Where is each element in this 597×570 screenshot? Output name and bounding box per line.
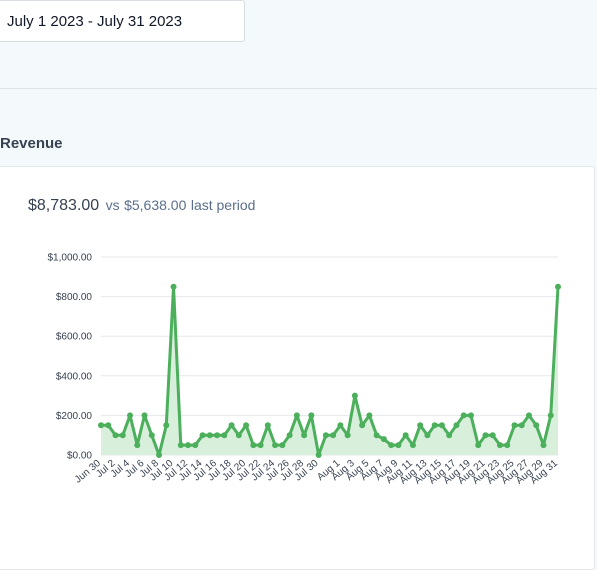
data-point <box>134 442 141 449</box>
y-tick-label: $1,000.00 <box>48 253 93 264</box>
data-point <box>286 432 293 439</box>
data-point <box>272 442 279 449</box>
y-tick-label: $0.00 <box>67 451 92 462</box>
data-point <box>206 432 213 439</box>
data-point <box>540 442 547 449</box>
data-point <box>518 422 525 429</box>
data-point <box>482 432 489 439</box>
data-point <box>293 412 300 419</box>
header-divider <box>0 88 597 89</box>
data-point <box>446 432 453 439</box>
data-point <box>119 432 126 439</box>
revenue-summary: $8,783.00 vs $5,638.00 last period <box>28 197 255 215</box>
data-point <box>250 442 257 449</box>
previous-period-suffix: last period <box>190 197 256 213</box>
data-point <box>467 412 474 419</box>
data-point <box>525 412 532 419</box>
date-range-picker[interactable]: July 1 2023 - July 31 2023 <box>0 0 245 42</box>
data-point <box>388 442 395 449</box>
data-point <box>555 283 561 290</box>
data-point <box>264 422 271 429</box>
data-point <box>489 432 496 439</box>
data-point <box>105 422 112 429</box>
data-point <box>424 432 431 439</box>
data-point <box>438 422 445 429</box>
data-point <box>235 432 242 439</box>
data-point <box>163 422 170 429</box>
data-point <box>127 412 134 419</box>
data-point <box>547 412 554 419</box>
data-point <box>156 452 163 458</box>
revenue-total: $8,783.00 <box>28 197 100 214</box>
data-point <box>308 412 315 419</box>
revenue-card <box>0 166 595 570</box>
data-point <box>330 432 337 439</box>
data-point <box>453 422 460 429</box>
data-point <box>344 432 351 439</box>
data-point <box>170 283 177 290</box>
data-point <box>417 422 424 429</box>
data-point <box>98 422 104 429</box>
data-point <box>112 432 119 439</box>
data-point <box>279 442 286 449</box>
data-point <box>409 442 416 449</box>
y-tick-label: $800.00 <box>56 292 93 303</box>
data-point <box>301 432 308 439</box>
data-point <box>402 432 409 439</box>
data-point <box>366 412 373 419</box>
section-title: Revenue <box>0 135 63 152</box>
revenue-line <box>101 285 560 457</box>
data-point <box>257 442 264 449</box>
data-point <box>185 442 192 449</box>
data-point <box>504 442 511 449</box>
data-point <box>177 442 184 449</box>
data-point <box>141 412 148 419</box>
revenue-chart: $0.00 $200.00 $400.00 $600.00 $800.00 $1,000.… <box>48 253 561 487</box>
data-point <box>380 436 387 443</box>
revenue-area <box>101 286 558 455</box>
y-tick-label: $400.00 <box>56 371 93 382</box>
data-point <box>475 442 482 449</box>
comparison-vs-label: vs <box>105 197 120 213</box>
y-tick-label: $600.00 <box>56 332 93 343</box>
data-point <box>359 422 366 429</box>
data-point <box>351 392 358 399</box>
previous-period-value: $5,638.00 <box>124 197 187 213</box>
y-tick-label: $200.00 <box>56 411 93 422</box>
data-point <box>395 442 402 449</box>
data-point <box>221 432 228 439</box>
data-point <box>496 442 503 449</box>
data-point <box>511 422 518 429</box>
data-point <box>192 442 199 449</box>
data-point <box>199 432 206 439</box>
data-point <box>148 432 155 439</box>
data-point <box>460 412 467 419</box>
data-point <box>337 422 344 429</box>
data-point <box>322 432 329 439</box>
data-point <box>214 432 221 439</box>
data-point <box>243 422 250 429</box>
data-point <box>228 422 235 429</box>
data-point <box>373 432 380 439</box>
data-point <box>533 422 540 429</box>
data-point <box>315 452 322 458</box>
data-point <box>431 422 438 429</box>
